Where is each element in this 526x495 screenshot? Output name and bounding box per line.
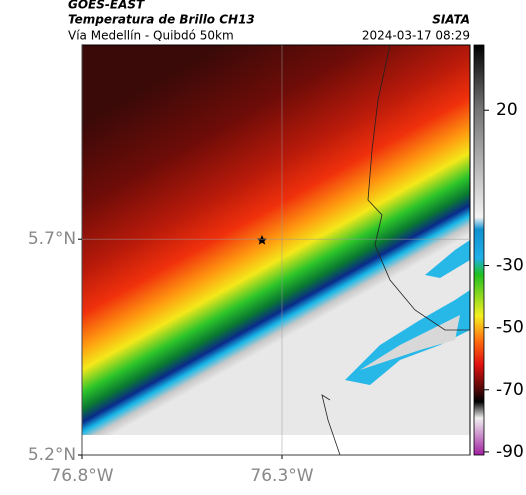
lon-tick-label: 76.3°W — [250, 466, 313, 486]
colorbar-tick-label: -90 — [496, 442, 524, 462]
temperature-field — [82, 45, 470, 455]
station-marker — [256, 235, 267, 245]
lat-tick-label: 5.7°N — [28, 229, 76, 249]
timestamp: 2024-03-17 08:29 — [362, 29, 470, 43]
lon-tick-label: 76.8°W — [50, 466, 113, 486]
colorbar-tick-label: -30 — [496, 256, 524, 276]
map-field — [82, 45, 470, 455]
colorbar-tick-label: -70 — [496, 380, 524, 400]
colorbar-tick-label: 20 — [496, 100, 518, 120]
colorbar-tick-label: -50 — [496, 318, 524, 338]
cloud-gap — [360, 315, 460, 370]
cold-cloud — [425, 240, 470, 278]
colorbar — [473, 44, 485, 456]
lat-tick-label: 5.2°N — [28, 445, 76, 465]
title: GOES-EAST — [68, 0, 145, 12]
source: SIATA — [432, 13, 470, 27]
location: Vía Medellín - Quibdó 50km — [68, 29, 234, 43]
subtitle: Temperatura de Brillo CH13 — [68, 13, 255, 27]
no-data — [82, 435, 470, 455]
coastline — [321, 45, 470, 455]
